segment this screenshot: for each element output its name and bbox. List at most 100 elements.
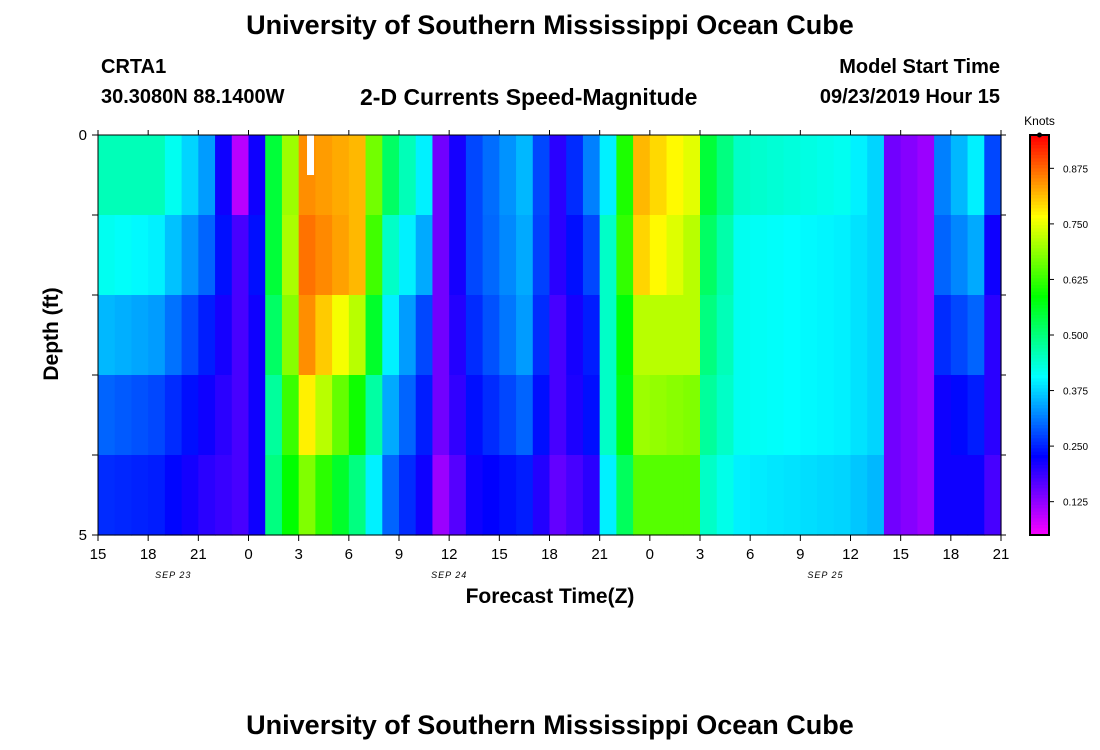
heatmap-cell bbox=[198, 135, 216, 216]
heatmap-cell bbox=[633, 375, 651, 456]
colorbar-tick-label: 0.125 bbox=[1063, 498, 1088, 509]
heatmap-cell bbox=[98, 375, 116, 456]
colorbar-segment bbox=[1030, 308, 1049, 313]
heatmap-cell bbox=[231, 455, 250, 536]
colorbar-segment bbox=[1030, 265, 1049, 269]
heatmap-cell bbox=[984, 215, 1002, 296]
colorbar-segment bbox=[1030, 231, 1049, 236]
heatmap-cell bbox=[616, 375, 634, 456]
heatmap-cell bbox=[198, 215, 216, 296]
heatmap-cell bbox=[900, 215, 918, 296]
heatmap-cell bbox=[348, 455, 367, 536]
x-tick-label: 0 bbox=[244, 546, 252, 563]
heatmap-cell bbox=[649, 455, 668, 536]
colorbar-segment bbox=[1030, 271, 1049, 276]
heatmap-cell bbox=[850, 215, 868, 296]
heatmap-cell bbox=[516, 215, 534, 296]
missing-data-marker bbox=[307, 135, 315, 175]
heatmap-cell bbox=[683, 295, 701, 376]
colorbar-segment bbox=[1030, 298, 1049, 303]
heatmap-cell bbox=[332, 375, 350, 456]
heatmap-cell bbox=[499, 455, 517, 536]
heatmap-cell bbox=[281, 135, 300, 216]
colorbar-segment bbox=[1030, 235, 1049, 239]
heatmap-cell bbox=[833, 215, 852, 296]
heatmap-cell bbox=[800, 295, 818, 376]
heatmap-cell bbox=[950, 455, 969, 536]
colorbar-segment bbox=[1030, 175, 1049, 179]
colorbar-segment bbox=[1030, 168, 1049, 173]
colorbar-segment bbox=[1030, 321, 1049, 326]
heatmap-cell bbox=[348, 375, 367, 456]
heatmap-cell bbox=[131, 135, 149, 216]
heatmap-cell bbox=[683, 455, 701, 536]
heatmap-cell bbox=[348, 295, 367, 376]
heatmap-cell bbox=[633, 295, 651, 376]
colorbar-segment bbox=[1030, 445, 1049, 449]
heatmap-cell bbox=[716, 375, 735, 456]
heatmap-cell bbox=[365, 135, 383, 216]
heatmap-cell bbox=[281, 215, 300, 296]
heatmap-cell bbox=[415, 455, 434, 536]
heatmap-cell bbox=[683, 375, 701, 456]
heatmap-cell bbox=[800, 375, 818, 456]
heatmap-cell bbox=[616, 455, 634, 536]
colorbar-segment bbox=[1030, 351, 1049, 356]
heatmap-cell bbox=[716, 135, 735, 216]
colorbar-tick-label: 0.875 bbox=[1063, 164, 1088, 175]
heatmap-cell bbox=[599, 295, 617, 376]
heatmap-cell bbox=[399, 455, 417, 536]
colorbar-segment bbox=[1030, 248, 1049, 253]
heatmap-cell bbox=[934, 215, 952, 296]
colorbar-segment bbox=[1030, 165, 1049, 169]
colorbar-segment bbox=[1030, 158, 1049, 163]
heatmap-cell bbox=[164, 295, 183, 376]
heatmap-cell bbox=[599, 135, 617, 216]
x-tick-label: 0 bbox=[646, 546, 654, 563]
colorbar-segment bbox=[1030, 258, 1049, 263]
footer-title: University of Southern Mississippi Ocean… bbox=[246, 710, 854, 740]
heatmap-cell bbox=[148, 295, 166, 376]
heatmap-cell bbox=[833, 135, 852, 216]
heatmap-cell bbox=[817, 375, 835, 456]
heatmap-cell bbox=[482, 455, 500, 536]
heatmap-cell bbox=[900, 375, 918, 456]
heatmap-cell bbox=[566, 135, 584, 216]
colorbar-segment bbox=[1030, 275, 1049, 279]
heatmap-cell bbox=[833, 455, 852, 536]
heatmap-cell bbox=[265, 135, 283, 216]
heatmap-cell bbox=[98, 215, 116, 296]
heatmap-cell bbox=[215, 375, 233, 456]
colorbar-tick-label: 0.625 bbox=[1063, 275, 1088, 286]
heatmap-cell bbox=[382, 455, 400, 536]
colorbar-segment bbox=[1030, 338, 1049, 343]
colorbar-segment bbox=[1030, 485, 1049, 489]
heatmap-cell bbox=[432, 455, 450, 536]
colorbar-segment bbox=[1030, 365, 1049, 369]
heatmap-cell bbox=[482, 295, 500, 376]
heatmap-cell bbox=[248, 135, 266, 216]
heatmap-cell bbox=[666, 215, 684, 296]
colorbar-segment bbox=[1030, 278, 1049, 283]
heatmap-cell bbox=[917, 135, 935, 216]
x-tick-label: 21 bbox=[591, 546, 608, 563]
heatmap-cell bbox=[499, 215, 517, 296]
colorbar-tick-label: 0.250 bbox=[1063, 442, 1088, 453]
heatmap-cell bbox=[934, 295, 952, 376]
colorbar-segment bbox=[1030, 281, 1049, 286]
heatmap-cell bbox=[449, 135, 467, 216]
heatmap-cell bbox=[131, 295, 149, 376]
colorbar-segment bbox=[1030, 331, 1049, 336]
heatmap-cell bbox=[649, 375, 668, 456]
heatmap-cell bbox=[700, 135, 718, 216]
colorbar-segment bbox=[1030, 208, 1049, 213]
colorbar-segment bbox=[1030, 138, 1049, 143]
heatmap-cell bbox=[181, 375, 199, 456]
heatmap-cell bbox=[532, 455, 551, 536]
heatmap-cell bbox=[549, 455, 567, 536]
heatmap-cell bbox=[181, 215, 199, 296]
heatmap-cell bbox=[365, 455, 383, 536]
colorbar-segment bbox=[1030, 328, 1049, 333]
colorbar-segment bbox=[1030, 291, 1049, 296]
